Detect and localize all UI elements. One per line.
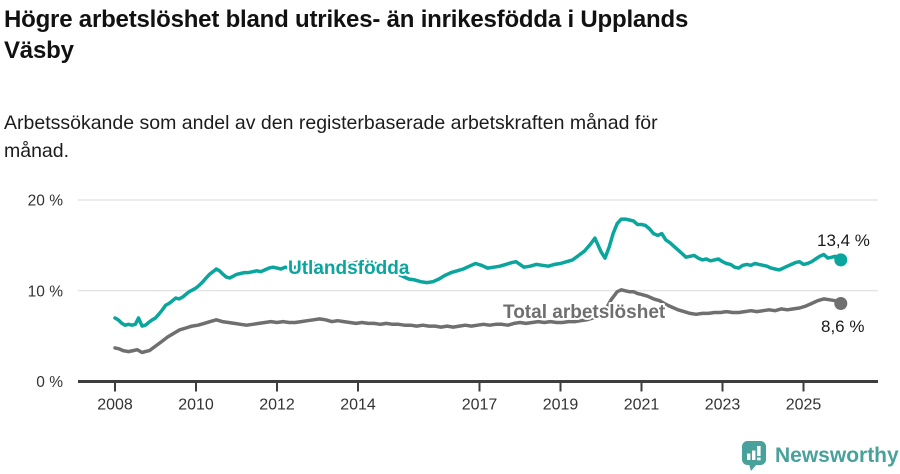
x-tick-label-2021: 2021 <box>624 397 660 414</box>
page-title: Högre arbetslöshet bland utrikes- än inr… <box>4 6 689 65</box>
value-label-total-arbetsloshet: 8,6 % <box>821 317 864 336</box>
page-subtitle: Arbetssökande som andel av den registerb… <box>4 112 658 162</box>
y-axis-label-0: 0 % <box>36 374 63 391</box>
x-tick-label-2008: 2008 <box>97 397 133 414</box>
series-line-utlandsfodda <box>113 217 843 328</box>
x-tick-label-2010: 2010 <box>178 397 214 414</box>
newsworthy-logo-icon <box>742 441 766 471</box>
series-end-dot-utlandsfodda <box>834 253 848 267</box>
gridlines: 0 % 10 % 20 % <box>28 193 878 391</box>
series-line-total-arbetsloshet <box>113 288 843 355</box>
y-axis-label-20: 20 % <box>28 193 64 210</box>
series-label-total-arbetsloshet: Total arbetslöshet <box>503 302 666 323</box>
brand-logo-link[interactable]: Newsworthy <box>741 440 899 471</box>
series-end-dot-total-arbetsloshet <box>834 297 848 310</box>
brand-name: Newsworthy <box>775 443 899 467</box>
value-label-utlandsfodda: 13,4 % <box>817 231 870 250</box>
x-tick-label-2023: 2023 <box>705 397 741 414</box>
x-tick-label-2012: 2012 <box>259 397 295 414</box>
series-label-utlandsfodda: Utlandsfödda <box>288 258 410 279</box>
x-axis: 2008 2010 2012 2014 2017 2019 2021 2023 2025 <box>97 383 821 414</box>
series-lines <box>113 217 848 355</box>
x-tick-label-2025: 2025 <box>786 397 822 414</box>
y-axis-label-10: 10 % <box>28 283 64 300</box>
x-tick-label-2019: 2019 <box>543 397 579 414</box>
x-tick-label-2014: 2014 <box>340 397 376 414</box>
x-tick-label-2017: 2017 <box>462 397 498 414</box>
